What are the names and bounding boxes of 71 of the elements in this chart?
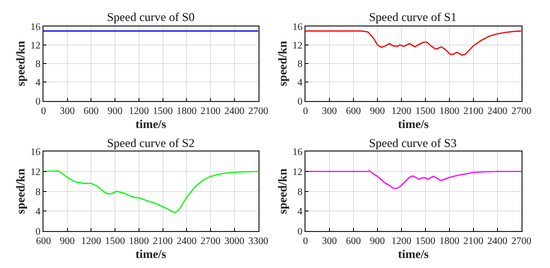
y-tick-label: 0 [35, 96, 40, 108]
chart-title: Speed curve of S2 [107, 136, 195, 150]
x-tick-label: 900 [108, 106, 123, 117]
x-tick-label: 1200 [391, 106, 412, 117]
x-axis-title: time/s [136, 246, 167, 261]
y-axis-title: speed/kn [276, 40, 290, 86]
y-tick-label: 0 [35, 226, 40, 238]
y-tick-label: 16 [292, 147, 302, 158]
y-tick-label: 4 [35, 206, 40, 218]
x-tick-label: 300 [322, 106, 337, 117]
x-tick-label: 2400 [487, 236, 508, 247]
x-tick-label: 2100 [200, 106, 221, 117]
x-tick-label: 300 [322, 236, 337, 247]
x-tick-label: 600 [346, 106, 361, 117]
x-tick-label: 600 [346, 236, 361, 247]
y-tick-label: 0 [297, 226, 302, 238]
x-tick-label: 2700 [511, 236, 532, 247]
x-tick-label: 1200 [128, 106, 149, 117]
x-axis-title: time/s [136, 116, 167, 131]
x-tick-label: 1500 [105, 236, 126, 247]
y-tick-label: 8 [35, 186, 40, 198]
x-tick-label: 1800 [439, 236, 460, 247]
x-tick-label: 3000 [224, 236, 244, 247]
y-axis-title: speed/kn [14, 168, 28, 214]
y-tick-label: 16 [30, 22, 40, 33]
y-axis-title: speed/kn [14, 40, 28, 86]
y-tick-label: 12 [30, 166, 40, 178]
x-axis-title: time/s [398, 246, 430, 261]
x-tick-label: 600 [36, 236, 51, 247]
y-tick-label: 4 [297, 206, 302, 218]
y-tick-label: 4 [35, 78, 40, 89]
x-tick-label: 2400 [176, 236, 197, 247]
y-tick-label: 12 [292, 40, 302, 52]
x-tick-label: 2100 [463, 106, 484, 117]
y-tick-label: 12 [292, 166, 302, 178]
y-tick-label: 8 [35, 59, 40, 70]
x-tick-label: 2400 [487, 106, 508, 117]
y-tick-label: 8 [297, 59, 302, 70]
x-axis-title: time/s [398, 116, 430, 131]
x-tick-label: 1800 [439, 106, 460, 117]
x-tick-label: 2700 [248, 106, 268, 117]
x-tick-label: 900 [370, 236, 385, 247]
line-series [305, 30, 522, 56]
x-tick-label: 600 [84, 106, 99, 117]
x-tick-label: 1500 [415, 106, 436, 117]
x-tick-label: 1800 [176, 106, 197, 117]
chart-title: Speed curve of S3 [369, 136, 457, 150]
x-tick-label: 2700 [200, 236, 221, 247]
x-tick-label: 1200 [391, 236, 412, 247]
line-series [43, 170, 258, 214]
y-tick-label: 0 [297, 96, 302, 108]
x-tick-label: 2100 [152, 236, 173, 247]
y-tick-label: 8 [297, 186, 302, 198]
y-tick-label: 4 [297, 78, 302, 89]
y-tick-label: 12 [30, 40, 40, 52]
y-axis-title: speed/kn [276, 168, 290, 214]
x-tick-label: 300 [60, 106, 75, 117]
x-tick-label: 900 [60, 236, 75, 247]
x-tick-label: 1500 [152, 106, 173, 117]
x-tick-label: 1200 [81, 236, 102, 247]
y-tick-label: 16 [30, 147, 40, 158]
x-tick-label: 1500 [415, 236, 436, 247]
x-tick-label: 3300 [248, 236, 268, 247]
x-tick-label: 2400 [224, 106, 244, 117]
chart-title: Speed curve of S0 [107, 10, 195, 24]
y-tick-label: 16 [292, 22, 302, 33]
x-tick-label: 900 [370, 106, 385, 117]
x-tick-label: 1800 [128, 236, 149, 247]
x-tick-label: 2100 [463, 236, 484, 247]
x-tick-label: 2700 [511, 106, 532, 117]
chart-title: Speed curve of S1 [369, 10, 457, 24]
